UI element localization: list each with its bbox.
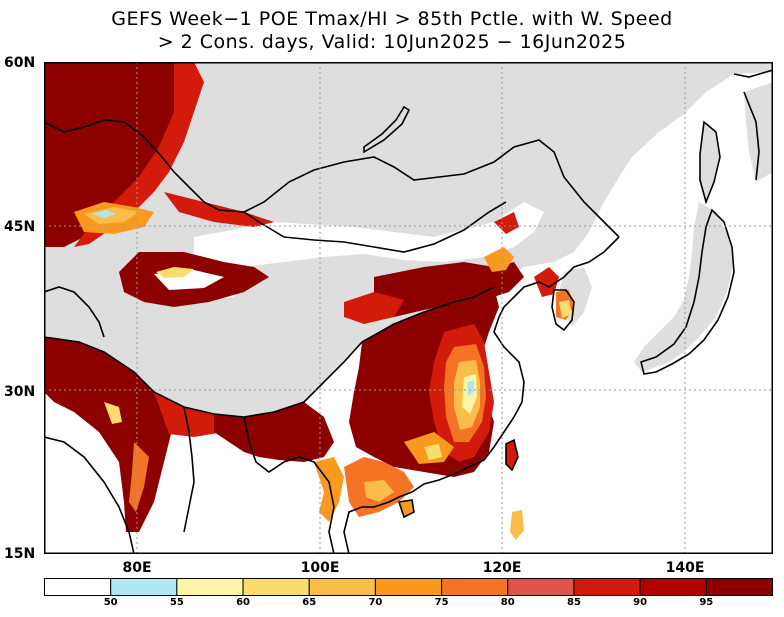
legend-cell-9 bbox=[639, 578, 707, 596]
map-frame bbox=[44, 62, 773, 554]
legend-cell-8 bbox=[573, 578, 641, 596]
lat-label-60n: 60N bbox=[4, 55, 36, 71]
lon-label-120e: 120E bbox=[482, 560, 522, 576]
probability-shading bbox=[44, 62, 574, 540]
legend-label-60: 60 bbox=[236, 597, 250, 608]
legend-label-85: 85 bbox=[566, 597, 581, 608]
legend-cell-4 bbox=[308, 578, 376, 596]
legend-cell-6 bbox=[441, 578, 509, 596]
map-title-line-2: > 2 Cons. days, Valid: 10Jun2025 − 16Jun… bbox=[157, 31, 627, 53]
lat-label-30n: 30N bbox=[4, 384, 36, 400]
legend-cell-5 bbox=[374, 578, 443, 596]
white-band-north bbox=[194, 202, 544, 272]
legend-label-55: 55 bbox=[169, 597, 184, 608]
map-title-line-1: GEFS Week−1 POE Tmax/HI > 85th Pctle. wi… bbox=[111, 8, 673, 30]
legend-cell-0 bbox=[44, 578, 112, 596]
legend-colorbar bbox=[44, 578, 773, 596]
legend-label-75: 75 bbox=[434, 597, 449, 608]
lat-label-45n: 45N bbox=[4, 219, 36, 235]
legend-cell-1 bbox=[110, 578, 178, 596]
legend-cell-10 bbox=[705, 578, 773, 596]
lon-label-100e: 100E bbox=[300, 560, 340, 576]
legend-label-50: 50 bbox=[103, 597, 118, 608]
legend-cell-2 bbox=[176, 578, 244, 596]
legend-cell-7 bbox=[507, 578, 575, 596]
lon-label-140e: 140E bbox=[665, 560, 705, 576]
coastlines bbox=[44, 69, 773, 554]
legend-label-95: 95 bbox=[699, 597, 714, 608]
legend-cell-3 bbox=[242, 578, 310, 596]
legend-label-90: 90 bbox=[633, 597, 648, 608]
graticule bbox=[44, 62, 773, 554]
legend-label-80: 80 bbox=[500, 597, 515, 608]
lat-label-15n: 15N bbox=[4, 546, 36, 562]
lon-label-80e: 80E bbox=[122, 560, 152, 576]
legend-label-70: 70 bbox=[368, 597, 383, 608]
probability-map bbox=[44, 62, 773, 554]
legend-label-65: 65 bbox=[302, 597, 317, 608]
